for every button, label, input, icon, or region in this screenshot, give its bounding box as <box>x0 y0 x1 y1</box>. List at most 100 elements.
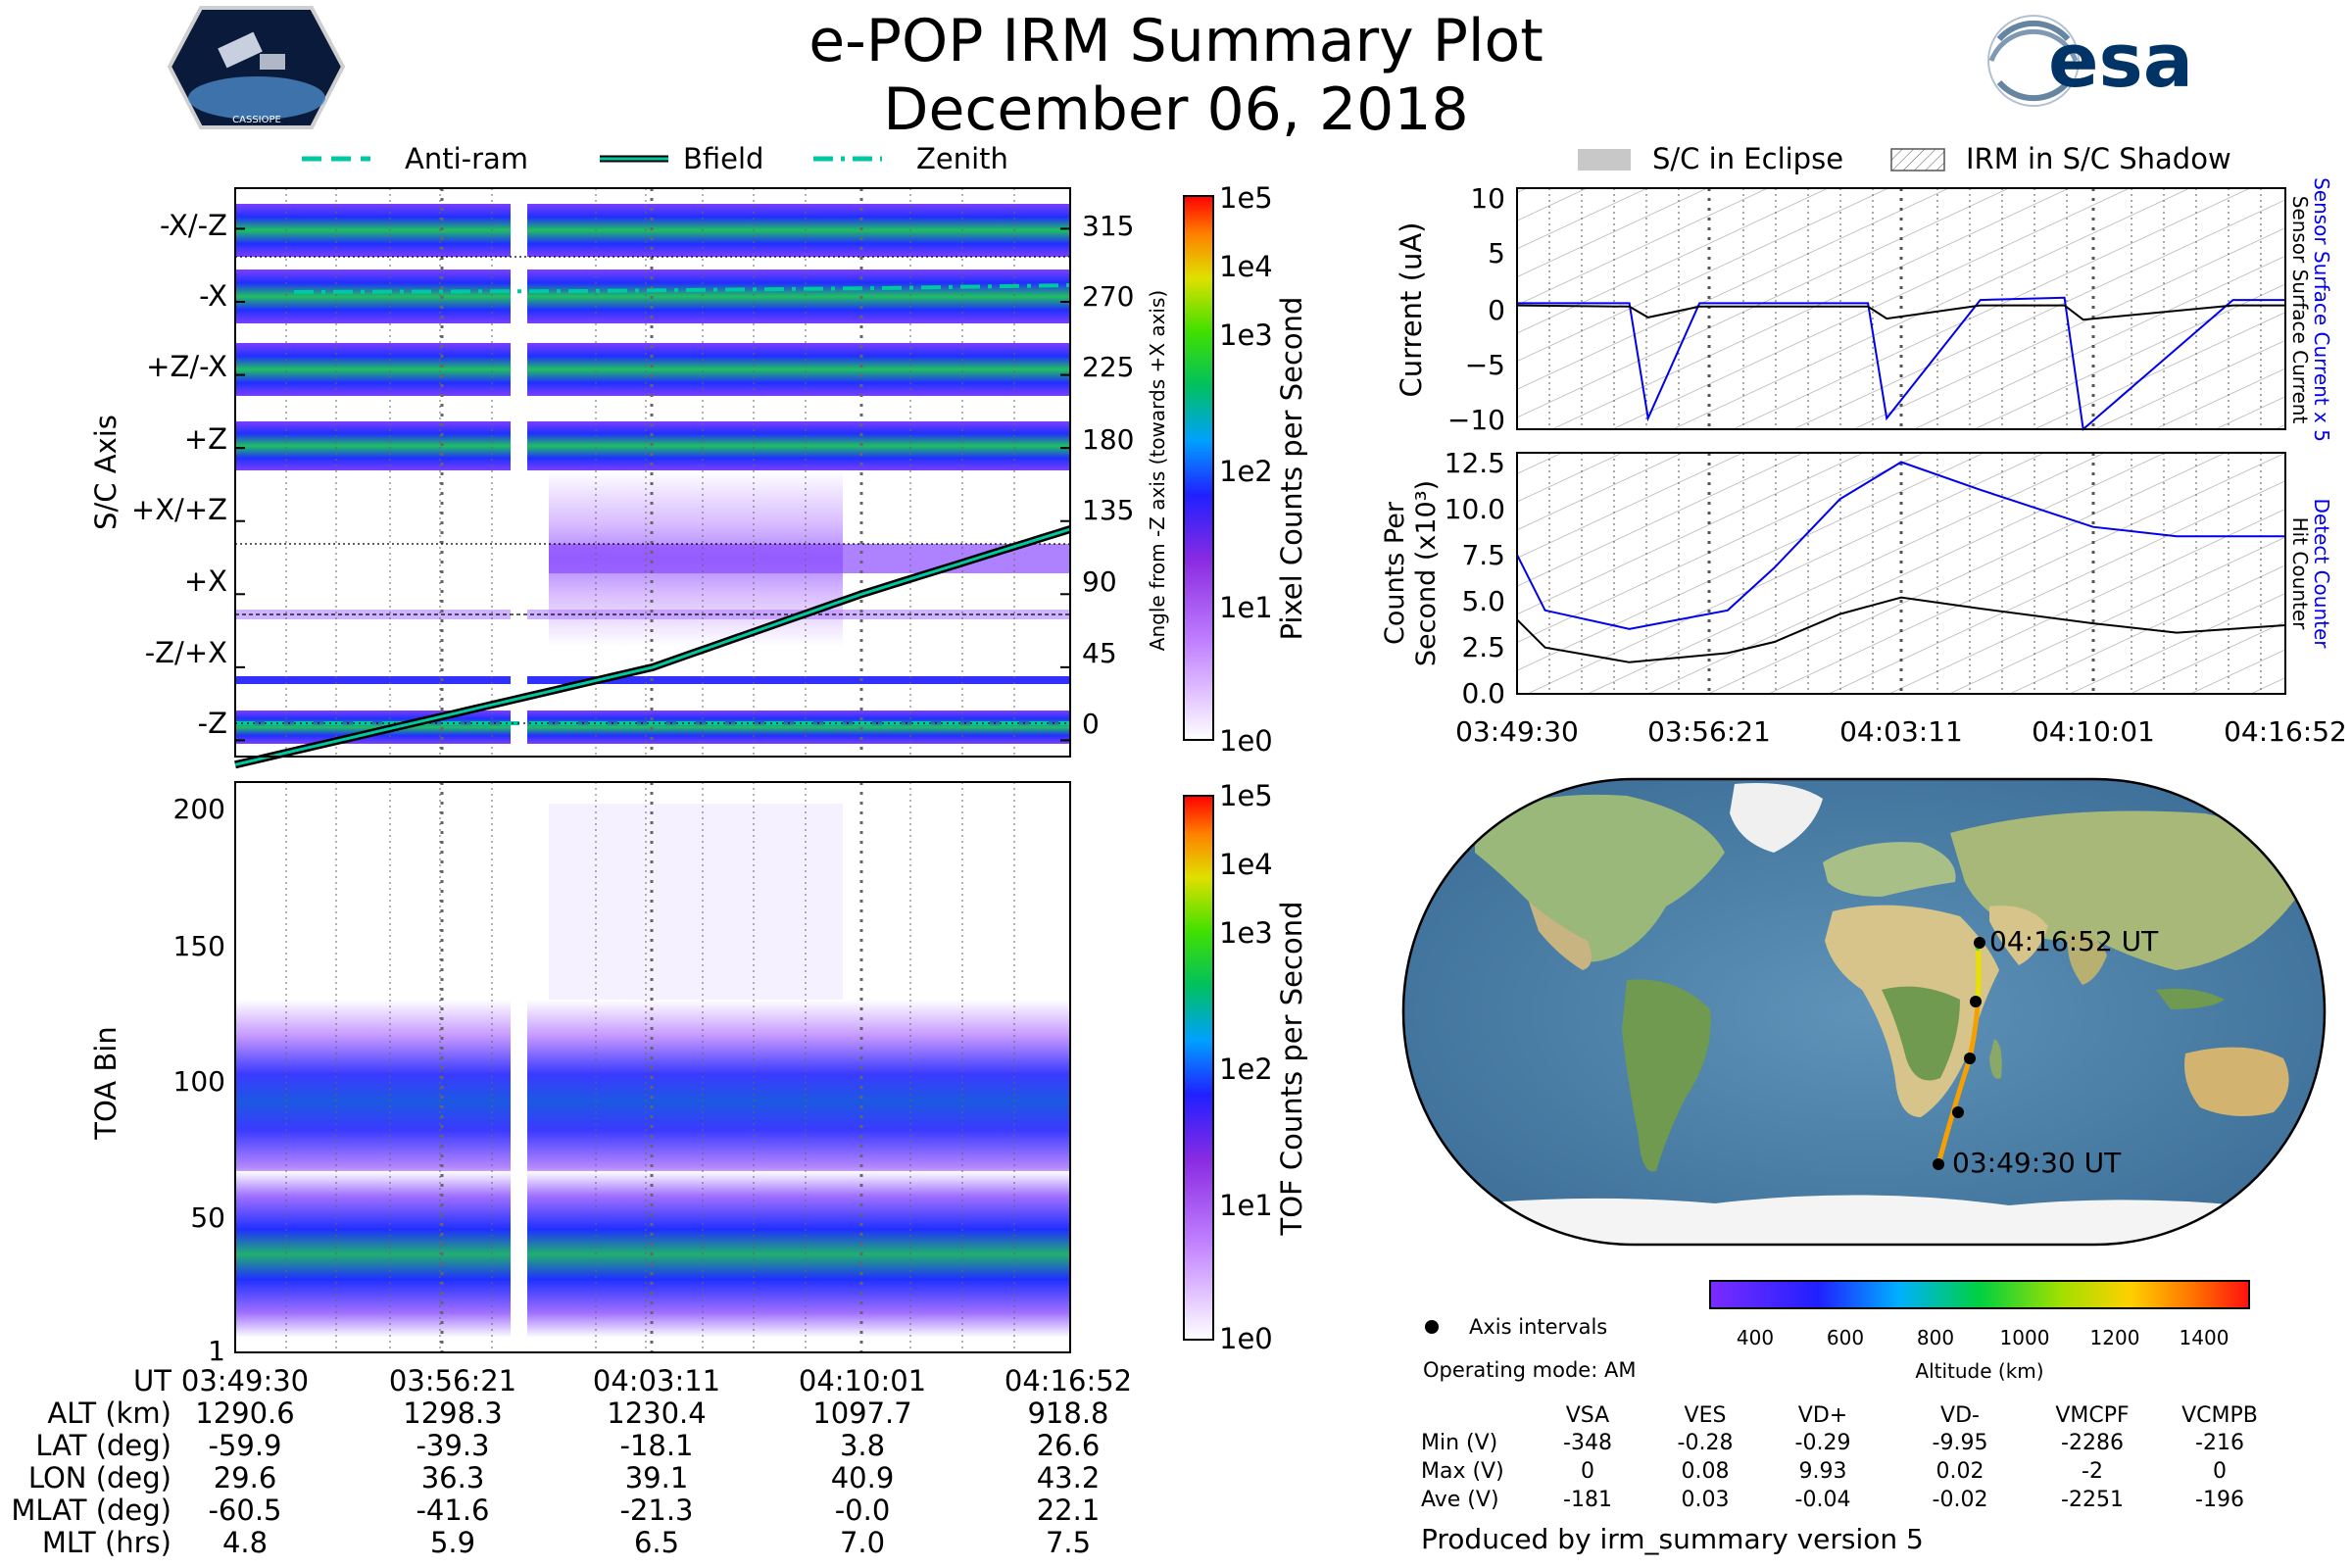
current-ylabel: Current (uA) <box>1395 222 1428 398</box>
counts-tick: 0.0 <box>1461 677 1505 710</box>
altitude-tick: 600 <box>1827 1326 1864 1349</box>
ephem-mlt: 6.5 <box>633 1526 680 1559</box>
shadow-legend-swatch <box>1890 148 1945 172</box>
bfield-trace <box>234 527 1071 766</box>
indonesia <box>2156 988 2225 1009</box>
angle-tick: 315 <box>1082 210 1134 242</box>
voltage-row-label: Max (V) <box>1421 1459 1504 1484</box>
voltage-header: VMCPF <box>2055 1403 2130 1428</box>
ephem-mlt: 4.8 <box>221 1526 269 1559</box>
ephem-lat: -39.3 <box>416 1429 490 1462</box>
counts-tick: 12.5 <box>1445 447 1505 479</box>
current-panel <box>1516 187 2286 431</box>
current-grid <box>1548 188 2262 429</box>
voltage-cell: -0.04 <box>1794 1488 1851 1512</box>
toa-panel-frame <box>234 781 1071 1353</box>
sensor-current-line <box>1516 304 2285 321</box>
counts-tick: 5.0 <box>1461 585 1505 617</box>
altitude-tick: 1000 <box>2000 1326 2050 1349</box>
axis-interval-marker <box>1952 1106 1964 1118</box>
altitude-tick: 400 <box>1737 1326 1774 1349</box>
data-gap <box>511 188 527 757</box>
axis-interval-marker <box>1970 996 1982 1007</box>
angle-heat-band <box>235 343 1070 396</box>
antiram-legend-label: Anti-ram <box>405 142 528 175</box>
cbar-tick: 1e1 <box>1219 1189 1273 1222</box>
toa-data-gap <box>511 782 527 1352</box>
axis-label: -X <box>199 279 227 313</box>
ephem-alt: 1097.7 <box>812 1396 912 1430</box>
map-start-label: 03:49:30 UT <box>1952 1147 2122 1179</box>
toa-tick: 50 <box>190 1201 225 1234</box>
toa-tick: 150 <box>173 930 225 962</box>
ephemeris-row-labels: UT ALT (km) LAT (deg) LON (deg) MLAT (de… <box>0 1365 172 1559</box>
current-tick: −10 <box>1447 404 1505 436</box>
voltage-cell: 0 <box>2213 1459 2227 1484</box>
eclipse-legend-label: S/C in Eclipse <box>1652 142 1843 175</box>
madagascar <box>1989 1039 2002 1079</box>
north-america <box>1475 794 1725 962</box>
cbar-tick: 1e5 <box>1219 181 1273 215</box>
ephem-mlat: -0.0 <box>834 1494 891 1527</box>
voltage-cell: -0.02 <box>1932 1488 1988 1512</box>
central-africa <box>1882 986 1960 1081</box>
toa-ticks: 200 150 100 50 1 <box>173 793 225 1367</box>
angle-tick: 0 <box>1082 708 1100 740</box>
time-tick: 04:03:11 <box>1839 715 1963 748</box>
angle-grid <box>235 188 1070 757</box>
cbar-tick: 1e4 <box>1219 848 1273 881</box>
counts-ylabel-line2: Second (x10³) <box>1411 480 1442 666</box>
ephem-mlat: -60.5 <box>208 1494 282 1527</box>
cbar-tick: 1e3 <box>1219 916 1273 950</box>
ephem-lat: -59.9 <box>208 1429 282 1462</box>
altitude-tick: 800 <box>1917 1326 1954 1349</box>
hit-counter-line <box>1516 596 2286 663</box>
bfield-legend-label: Bfield <box>683 142 763 175</box>
right-time-ticks: 03:49:30 03:56:21 04:03:11 04:10:01 04:1… <box>1455 715 2347 748</box>
mexico <box>1529 902 1592 970</box>
time-tick: 03:49:30 <box>1455 715 1579 748</box>
ephem-alt: 1230.4 <box>607 1396 707 1430</box>
ephemeris-col-2: 04:03:11 1230.4 -18.1 39.1 -21.3 6.5 <box>568 1365 745 1559</box>
pixel-colorbar-ticks: 1e5 1e4 1e3 1e2 1e1 1e0 <box>1219 181 1273 758</box>
current-panel-frame <box>1516 187 2286 430</box>
counts-right-label-blue: Detect Counter <box>2310 499 2333 650</box>
angle-tick: 135 <box>1082 494 1134 526</box>
axis-label: +Z/-X <box>146 350 227 383</box>
counts-tick: 2.5 <box>1461 631 1505 663</box>
cbar-tick: 1e4 <box>1219 250 1273 283</box>
current-tick: 5 <box>1488 237 1505 270</box>
voltage-cell: -2251 <box>2061 1488 2124 1512</box>
world-map: 03:49:30 UT 04:16:52 UT <box>1401 777 2327 1247</box>
esa-logo-text: esa <box>2048 17 2193 104</box>
cassiope-logo-text: CASSIOPE <box>232 115 281 125</box>
ephem-mlt: 5.9 <box>429 1526 476 1559</box>
axis-intervals-label: Axis intervals <box>1469 1315 1607 1339</box>
tof-colorbar-ticks: 1e5 1e4 1e3 1e2 1e1 1e0 <box>1219 779 1273 1355</box>
cbar-tick: 1e2 <box>1219 455 1273 488</box>
axis-intervals-legend-dot <box>1425 1320 1439 1334</box>
angle-tick: 45 <box>1082 637 1117 669</box>
voltage-row-label: Ave (V) <box>1421 1488 1499 1512</box>
ephem-label-lat: LAT (deg) <box>35 1429 172 1462</box>
ephem-ut: 04:16:52 <box>1004 1364 1133 1397</box>
axis-label: +Z <box>184 422 227 456</box>
altitude-ticks: 400 600 800 1000 1200 1400 <box>1737 1326 2230 1349</box>
arabia <box>1989 906 2048 965</box>
altitude-tick: 1400 <box>2180 1326 2230 1349</box>
voltage-cell: 0 <box>1581 1459 1594 1484</box>
angle-right-ticks: 315 270 225 180 135 90 45 0 <box>1082 210 1134 740</box>
angle-panel <box>234 187 1072 769</box>
counts-right-label-black: Hit Counter <box>2288 517 2312 630</box>
ephem-label-alt: ALT (km) <box>47 1396 172 1430</box>
altitude-colorbar <box>1709 1280 2250 1309</box>
cbar-tick: 1e3 <box>1219 318 1273 352</box>
ephem-alt: 918.8 <box>1027 1396 1109 1430</box>
ephem-lat: 26.6 <box>1036 1429 1101 1462</box>
zenith-legend-label: Zenith <box>916 142 1008 175</box>
ephem-lon: 36.3 <box>420 1461 485 1494</box>
ephem-ut: 03:56:21 <box>388 1364 517 1397</box>
india <box>2068 931 2107 985</box>
europe <box>1823 842 1956 897</box>
voltage-header: VD- <box>1940 1403 1980 1428</box>
